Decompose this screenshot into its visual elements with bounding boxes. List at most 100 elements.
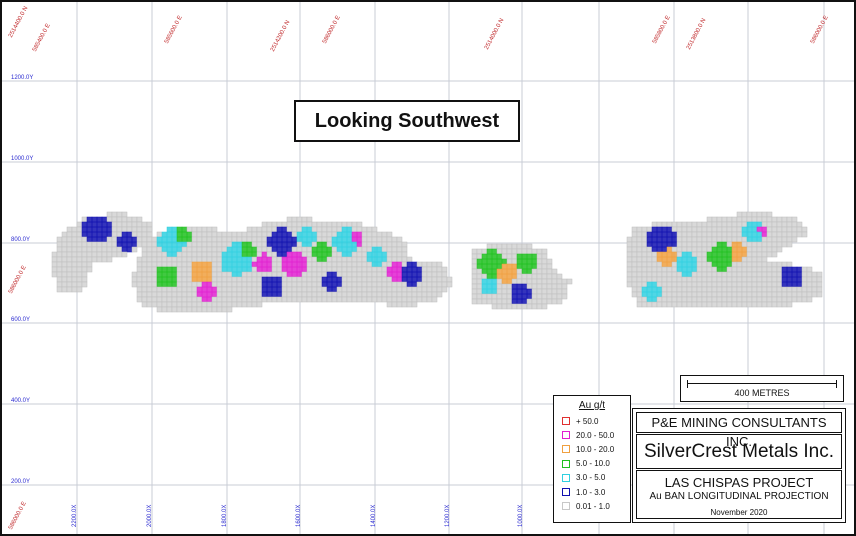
block-cell: [716, 256, 723, 263]
block-cell: [541, 263, 548, 270]
block-cell: [781, 281, 788, 288]
block-cell: [356, 246, 363, 253]
block-cell: [771, 241, 778, 248]
block-cell: [651, 286, 658, 293]
block-cell: [246, 271, 253, 278]
block-cell: [221, 266, 228, 273]
block-cell: [411, 261, 418, 268]
block-cell: [741, 226, 748, 233]
block-cell: [206, 246, 213, 253]
block-cell: [106, 226, 113, 233]
block-cell: [271, 281, 278, 288]
block-cell: [76, 251, 83, 258]
block-cell: [246, 291, 253, 298]
block-cell: [656, 291, 663, 298]
block-cell: [681, 281, 688, 288]
block-cell: [771, 231, 778, 238]
block-cell: [766, 281, 773, 288]
block-cell: [281, 226, 288, 233]
block-cell: [636, 251, 643, 258]
block-cell: [381, 296, 388, 303]
block-cell: [516, 253, 523, 260]
block-cell: [546, 263, 553, 270]
block-cell: [146, 241, 153, 248]
block-cell: [666, 276, 673, 283]
block-cell: [311, 291, 318, 298]
block-cell: [166, 241, 173, 248]
block-cell: [106, 211, 113, 218]
block-cell: [286, 246, 293, 253]
block-cell: [251, 271, 258, 278]
block-cell: [331, 256, 338, 263]
block-cell: [676, 271, 683, 278]
block-cell: [786, 296, 793, 303]
block-cell: [151, 241, 158, 248]
block-cell: [271, 296, 278, 303]
block-cell: [636, 236, 643, 243]
block-cell: [206, 266, 213, 273]
block-cell: [71, 246, 78, 253]
block-cell: [171, 286, 178, 293]
block-cell: [396, 246, 403, 253]
block-cell: [321, 266, 328, 273]
block-cell: [751, 226, 758, 233]
block-cell: [541, 293, 548, 300]
block-cell: [291, 246, 298, 253]
block-cell: [161, 306, 168, 313]
block-cell: [261, 266, 268, 273]
block-cell: [791, 266, 798, 273]
y-axis-label: 600.0Y: [11, 317, 31, 323]
block-cell: [391, 301, 398, 308]
block-cell: [221, 286, 228, 293]
block-cell: [666, 256, 673, 263]
block-cell: [641, 246, 648, 253]
block-cell: [546, 273, 553, 280]
block-cell: [206, 296, 213, 303]
block-cell: [141, 301, 148, 308]
block-cell: [436, 266, 443, 273]
block-cell: [721, 301, 728, 308]
block-cell: [541, 268, 548, 275]
block-cell: [626, 281, 633, 288]
block-cell: [296, 291, 303, 298]
block-cell: [746, 301, 753, 308]
block-cell: [556, 283, 563, 290]
block-cell: [471, 283, 478, 290]
block-cell: [81, 251, 88, 258]
block-cell: [196, 251, 203, 258]
block-cell: [266, 261, 273, 268]
block-cell: [201, 291, 208, 298]
block-cell: [271, 271, 278, 278]
block-cell: [781, 226, 788, 233]
block-cell: [671, 221, 678, 228]
block-cell: [321, 236, 328, 243]
block-cell: [626, 266, 633, 273]
block-cell: [761, 216, 768, 223]
block-cell: [646, 301, 653, 308]
block-cell: [696, 266, 703, 273]
block-cell: [401, 261, 408, 268]
block-cell: [136, 231, 143, 238]
block-cell: [666, 261, 673, 268]
block-cell: [171, 276, 178, 283]
block-cell: [486, 288, 493, 295]
block-cell: [206, 226, 213, 233]
block-cell: [331, 226, 338, 233]
block-cell: [701, 231, 708, 238]
block-cell: [636, 276, 643, 283]
block-cell: [636, 241, 643, 248]
grid-coordinate-label: 1400.0X: [371, 504, 377, 527]
block-cell: [631, 246, 638, 253]
legend-swatch: [562, 417, 570, 426]
block-cell: [736, 271, 743, 278]
block-cell: [636, 261, 643, 268]
block-cell: [751, 211, 758, 218]
block-cell: [326, 266, 333, 273]
block-cell: [676, 261, 683, 268]
block-cell: [216, 306, 223, 313]
block-cell: [536, 273, 543, 280]
block-cell: [256, 231, 263, 238]
block-cell: [391, 241, 398, 248]
block-cell: [126, 216, 133, 223]
block-cell: [746, 211, 753, 218]
